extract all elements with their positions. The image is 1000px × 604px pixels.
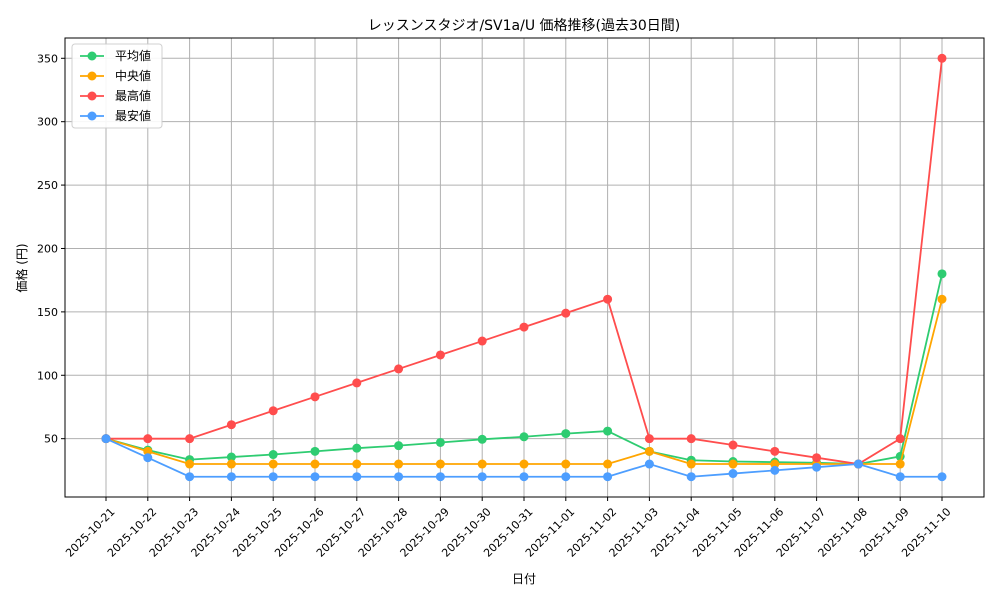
chart-title: レッスンスタジオ/SV1a/U 価格推移(過去30日間): [368, 18, 681, 34]
data-point: [728, 440, 738, 450]
data-point: [603, 459, 613, 469]
data-point: [435, 350, 445, 360]
data-point: [143, 434, 153, 444]
data-point: [310, 459, 320, 469]
data-point: [185, 434, 195, 444]
y-tick-label: 200: [37, 242, 58, 255]
data-point: [352, 472, 362, 482]
data-point: [853, 459, 863, 469]
legend-marker: [87, 91, 97, 101]
data-point: [603, 472, 613, 482]
data-point: [519, 459, 529, 469]
data-point: [352, 459, 362, 469]
y-tick-label: 100: [37, 369, 58, 382]
data-point: [185, 459, 195, 469]
data-point: [770, 459, 780, 469]
legend-label: 最高値: [115, 88, 151, 103]
data-point: [477, 434, 487, 444]
data-point: [519, 472, 529, 482]
data-point: [394, 364, 404, 374]
data-point: [143, 446, 153, 456]
y-axis-label: 価格 (円): [14, 243, 29, 292]
data-point: [895, 434, 905, 444]
data-point: [770, 465, 780, 475]
y-tick-label: 350: [37, 52, 58, 65]
data-point: [603, 426, 613, 436]
data-point: [937, 472, 947, 482]
data-point: [561, 308, 571, 318]
data-point: [644, 434, 654, 444]
data-point: [770, 446, 780, 456]
x-axis-label: 日付: [512, 572, 536, 586]
y-tick-label: 300: [37, 116, 58, 129]
data-point: [310, 446, 320, 456]
data-point: [686, 459, 696, 469]
data-point: [101, 434, 111, 444]
data-point: [435, 459, 445, 469]
data-point: [937, 269, 947, 279]
data-point: [226, 420, 236, 430]
data-point: [226, 472, 236, 482]
data-point: [895, 459, 905, 469]
data-point: [185, 472, 195, 482]
y-tick-label: 50: [44, 433, 58, 446]
data-point: [812, 453, 822, 463]
data-point: [812, 462, 822, 472]
data-point: [394, 472, 404, 482]
data-point: [477, 472, 487, 482]
data-point: [394, 459, 404, 469]
data-point: [352, 443, 362, 453]
data-point: [603, 294, 613, 304]
data-point: [435, 437, 445, 447]
data-point: [477, 336, 487, 346]
data-point: [561, 429, 571, 439]
data-point: [895, 472, 905, 482]
data-point: [644, 446, 654, 456]
y-tick-label: 150: [37, 306, 58, 319]
data-point: [268, 450, 278, 460]
data-point: [352, 378, 362, 388]
data-point: [310, 472, 320, 482]
data-point: [226, 452, 236, 462]
legend-label: 最安値: [115, 108, 151, 123]
data-point: [561, 459, 571, 469]
data-point: [937, 53, 947, 63]
data-point: [519, 432, 529, 442]
data-point: [268, 459, 278, 469]
legend-marker: [87, 71, 97, 81]
y-tick-label: 250: [37, 179, 58, 192]
data-point: [728, 469, 738, 479]
data-point: [477, 459, 487, 469]
data-point: [435, 472, 445, 482]
data-point: [268, 406, 278, 416]
data-point: [728, 459, 738, 469]
data-point: [519, 322, 529, 332]
data-point: [937, 294, 947, 304]
data-point: [561, 472, 571, 482]
legend-box: [71, 43, 163, 129]
series-3: [101, 434, 947, 482]
legend-label: 中央値: [115, 68, 151, 83]
data-point: [644, 459, 654, 469]
data-point: [394, 441, 404, 451]
data-point: [686, 434, 696, 444]
data-point: [143, 453, 153, 463]
data-point: [226, 459, 236, 469]
data-point: [310, 392, 320, 402]
data-point: [268, 472, 278, 482]
legend-label: 平均値: [115, 48, 151, 63]
legend-marker: [87, 51, 97, 61]
legend-marker: [87, 111, 97, 121]
data-point: [686, 472, 696, 482]
